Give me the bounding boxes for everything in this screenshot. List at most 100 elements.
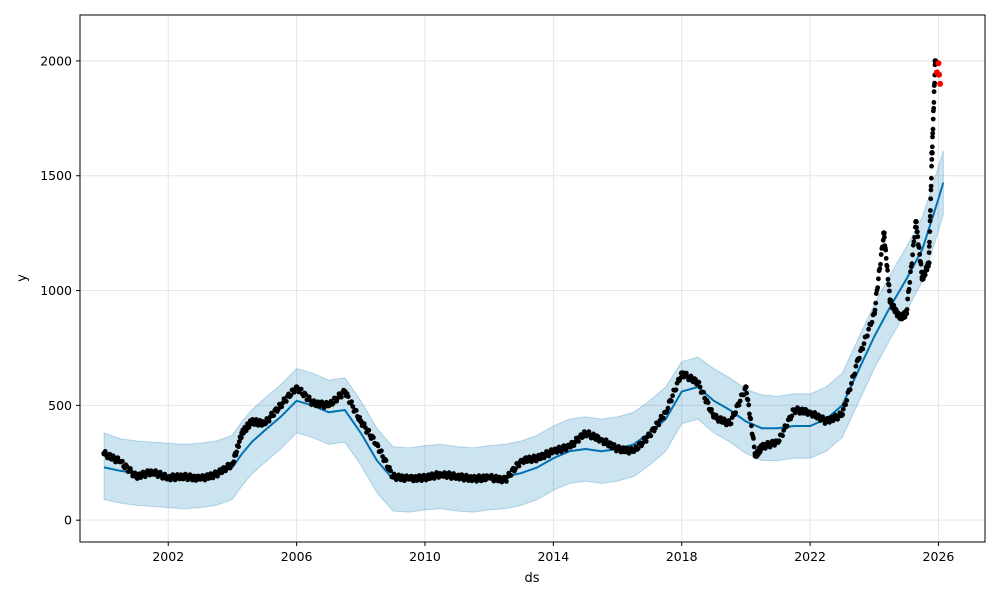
- observed-point: [576, 439, 581, 444]
- observed-point: [931, 89, 937, 95]
- forecast-line: [103, 182, 945, 481]
- observed-point: [926, 263, 931, 269]
- observed-point: [927, 239, 932, 245]
- observed-point: [338, 394, 344, 400]
- observed-point: [885, 267, 890, 273]
- observed-point: [745, 397, 751, 403]
- observed-point: [865, 333, 870, 339]
- highlight-point: [936, 71, 943, 78]
- observed-point: [508, 473, 514, 478]
- observed-point: [930, 134, 935, 140]
- observed-point: [906, 286, 912, 292]
- observed-point: [927, 229, 933, 235]
- observed-point: [728, 421, 734, 427]
- observed-point: [581, 429, 587, 434]
- observed-point: [546, 453, 552, 459]
- observed-point: [911, 239, 917, 245]
- y-tick-label: 1000: [40, 283, 72, 298]
- observed-point: [180, 476, 186, 482]
- observed-point: [904, 307, 910, 312]
- highlight-points: [933, 60, 944, 87]
- observed-point: [379, 448, 384, 454]
- observed-point: [595, 434, 601, 440]
- observed-point: [283, 399, 289, 404]
- observed-point: [931, 100, 937, 105]
- x-tick-label: 2006: [281, 549, 313, 564]
- observed-point: [928, 187, 934, 193]
- observed-point: [931, 105, 937, 111]
- observed-point: [875, 285, 881, 290]
- observed-point: [643, 439, 649, 444]
- observed-point: [563, 447, 569, 453]
- observed-point: [877, 266, 883, 271]
- observed-point: [215, 473, 220, 479]
- observed-point: [411, 478, 416, 484]
- observed-point: [885, 276, 891, 282]
- observed-point: [236, 444, 242, 450]
- observed-point: [843, 402, 848, 408]
- observed-point: [915, 229, 920, 235]
- observed-point: [361, 421, 367, 427]
- y-tick-label: 2000: [40, 53, 72, 68]
- observed-point: [653, 425, 658, 431]
- observed-point: [751, 444, 757, 450]
- observed-point: [371, 435, 376, 440]
- observed-point: [234, 449, 240, 455]
- observed-point: [466, 478, 471, 483]
- observed-point: [661, 415, 666, 421]
- observed-point: [873, 300, 879, 306]
- x-tick-label: 2014: [537, 549, 569, 564]
- observed-point: [468, 474, 474, 479]
- observed-point: [469, 478, 475, 484]
- observed-point: [772, 442, 777, 448]
- observed-point: [189, 477, 195, 483]
- observed-point: [916, 245, 922, 251]
- observed-point: [713, 412, 719, 418]
- observed-point: [917, 252, 923, 257]
- observed-point: [881, 230, 887, 236]
- observed-point: [635, 446, 641, 452]
- observed-point: [303, 392, 309, 398]
- observed-point: [930, 116, 936, 122]
- observed-point: [930, 126, 936, 132]
- observed-point: [309, 402, 314, 408]
- observed-point: [748, 416, 754, 422]
- observed-point: [120, 458, 125, 464]
- observed-point: [929, 157, 935, 162]
- observed-point: [915, 234, 921, 240]
- x-tick-label: 2026: [923, 549, 955, 564]
- observed-point: [883, 247, 889, 253]
- observed-point: [263, 421, 269, 426]
- observed-point: [688, 373, 694, 379]
- observed-point: [669, 398, 674, 404]
- observed-point: [928, 183, 934, 189]
- x-tick-label: 2002: [152, 549, 184, 564]
- observed-point: [853, 363, 859, 369]
- observed-point: [271, 413, 277, 418]
- observed-point: [759, 446, 764, 452]
- observed-point: [316, 399, 321, 405]
- observed-point: [308, 398, 313, 403]
- observed-point: [451, 471, 456, 476]
- observed-point: [504, 479, 509, 484]
- observed-point: [927, 213, 933, 219]
- observed-point: [656, 422, 662, 428]
- observed-point: [648, 433, 654, 439]
- observed-point: [767, 444, 773, 450]
- observed-point: [929, 163, 934, 169]
- observed-point: [872, 307, 878, 313]
- highlight-point: [935, 60, 942, 67]
- y-tick-label: 1500: [40, 168, 72, 183]
- observed-point: [928, 208, 933, 213]
- observed-point: [882, 234, 887, 240]
- observed-point: [852, 371, 858, 377]
- observed-point: [375, 443, 381, 449]
- x-tick-label: 2022: [794, 549, 826, 564]
- observed-point: [883, 256, 889, 261]
- observed-point: [849, 381, 854, 386]
- observed-point: [870, 312, 876, 318]
- observed-point: [175, 472, 180, 477]
- observed-point: [705, 400, 711, 405]
- observed-point: [840, 406, 846, 412]
- observed-point: [744, 390, 749, 396]
